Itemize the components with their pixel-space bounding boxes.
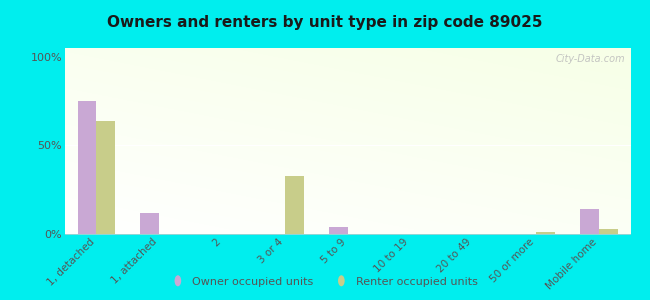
- Bar: [77, 101, 96, 234]
- Bar: [285, 176, 304, 234]
- Bar: [140, 213, 159, 234]
- Bar: [536, 232, 555, 234]
- Legend: Owner occupied units, Renter occupied units: Owner occupied units, Renter occupied un…: [168, 272, 482, 291]
- Text: City-Data.com: City-Data.com: [555, 54, 625, 64]
- Text: Owners and renters by unit type in zip code 89025: Owners and renters by unit type in zip c…: [107, 15, 543, 30]
- Bar: [96, 121, 115, 234]
- Bar: [329, 227, 348, 234]
- Bar: [580, 209, 599, 234]
- Bar: [599, 229, 618, 234]
